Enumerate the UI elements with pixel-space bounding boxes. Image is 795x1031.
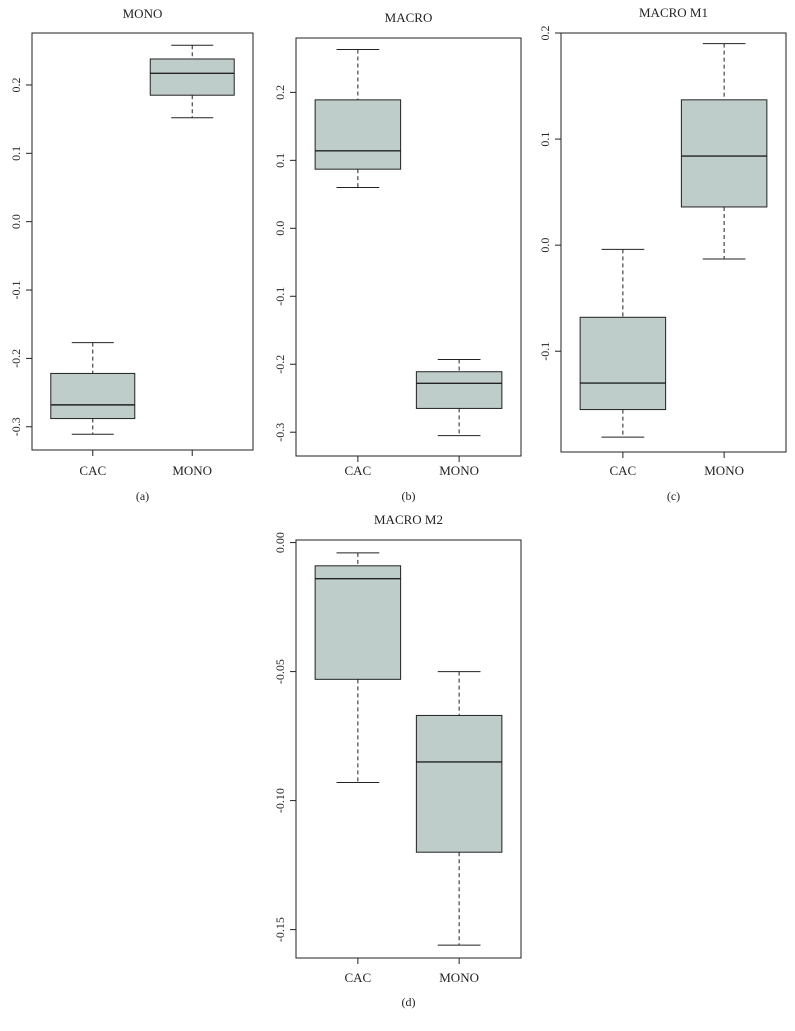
- y-tick-label: -0.15: [273, 917, 287, 942]
- iqr-box: [415, 371, 503, 409]
- y-tick-label: 0.0: [273, 221, 287, 236]
- y-tick-label: 0.2: [273, 85, 287, 100]
- plot-frame: [31, 32, 254, 451]
- chart-panel-4: MACRO M2 0.00 -0.05 -0.10 -0.15 CAC MONO (d): [273, 512, 522, 1009]
- x-tick-label: MONO: [172, 463, 212, 478]
- plot-frame: [295, 37, 522, 457]
- x-tick-label: CAC: [79, 463, 106, 478]
- chart-panel-1: MONO 0.2 0.1 0.0 -0.1 -0.2 -0.3 CAC MONO (a): [9, 6, 254, 503]
- x-tick-label: MONO: [704, 463, 744, 478]
- chart-title: MACRO M1: [639, 5, 708, 20]
- iqr-box: [415, 714, 503, 853]
- box-mono: [149, 44, 235, 119]
- box-cac: [50, 342, 136, 435]
- box-cac: [579, 248, 667, 438]
- panel-caption: (d): [402, 995, 416, 1009]
- box-cac: [314, 49, 402, 189]
- y-tick-label: 0.2: [538, 26, 552, 41]
- chart-panel-2: MACRO 0.2 0.1 0.0 -0.1 -0.2 -0.3 CAC MONO (b): [273, 10, 522, 503]
- x-tick-label: CAC: [345, 970, 372, 985]
- box-mono: [415, 671, 503, 946]
- y-tick-label: -0.05: [273, 659, 287, 684]
- chart-title: MACRO M2: [374, 512, 443, 527]
- y-tick-label: -0.10: [273, 788, 287, 813]
- y-tick-label: 0.1: [9, 146, 23, 161]
- y-tick-label: -0.2: [273, 355, 287, 374]
- iqr-box: [314, 565, 402, 680]
- y-tick-label: 0.00: [273, 532, 287, 553]
- y-tick-label: -0.3: [273, 423, 287, 442]
- x-tick-label: MONO: [439, 970, 479, 985]
- y-tick-label: -0.1: [273, 287, 287, 306]
- chart-title: MONO: [123, 6, 163, 21]
- y-tick-label: 0.1: [538, 132, 552, 147]
- y-tick-label: -0.1: [9, 281, 23, 300]
- box-mono: [680, 43, 768, 260]
- box-cac: [314, 552, 402, 784]
- plot-frame: [560, 32, 787, 453]
- panel-caption: (b): [402, 489, 416, 503]
- iqr-box: [314, 99, 402, 170]
- y-tick-label: 0.2: [9, 77, 23, 92]
- y-tick-label: 0.0: [9, 214, 23, 229]
- x-tick-label: MONO: [439, 463, 479, 478]
- iqr-box: [149, 58, 235, 96]
- y-tick-label: 0.1: [273, 153, 287, 168]
- iqr-box: [680, 99, 768, 208]
- panel-caption: (c): [667, 489, 680, 503]
- x-tick-label: CAC: [345, 463, 372, 478]
- iqr-box: [579, 316, 667, 411]
- iqr-box: [50, 372, 136, 420]
- panel-caption: (a): [136, 489, 149, 503]
- chart-panel-3: MACRO M1 0.2 0.1 0.0 -0.1 CAC MONO (c): [538, 5, 787, 503]
- x-tick-label: CAC: [610, 463, 637, 478]
- y-tick-label: -0.1: [538, 342, 552, 361]
- box-mono: [415, 358, 503, 437]
- y-tick-label: -0.3: [9, 417, 23, 436]
- chart-title: MACRO: [385, 10, 433, 25]
- y-tick-label: 0.0: [538, 238, 552, 253]
- plot-frame: [295, 539, 522, 959]
- y-tick-label: -0.2: [9, 349, 23, 368]
